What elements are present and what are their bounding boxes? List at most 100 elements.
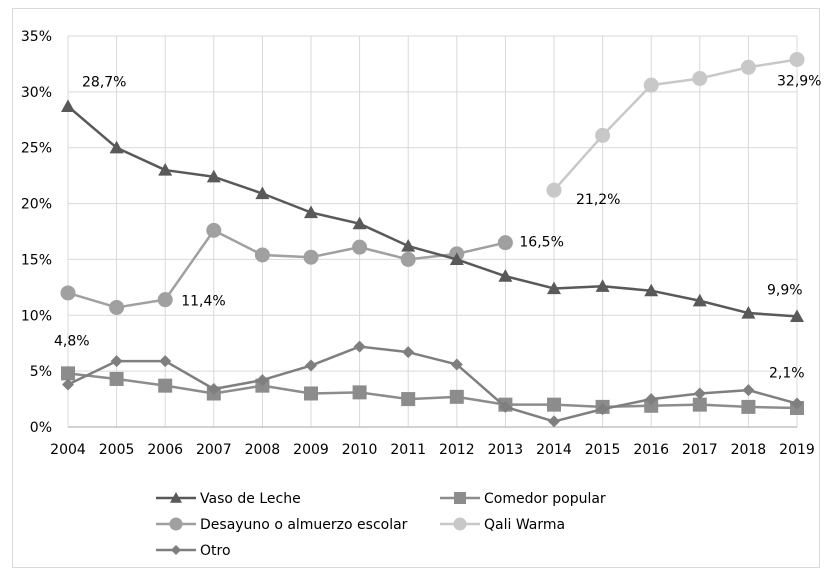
y-tick-label: 25% <box>21 141 52 157</box>
data-point <box>305 359 317 372</box>
data-point <box>109 371 124 386</box>
chart-frame <box>12 8 820 568</box>
data-point <box>62 378 74 391</box>
data-point <box>692 397 707 412</box>
data-point <box>692 70 708 86</box>
x-tick-label: 2017 <box>682 442 718 458</box>
data-point <box>740 59 756 75</box>
y-tick-label: 0% <box>30 420 52 436</box>
y-axis-tick-labels: 0% 5% 10% 15% 20% 25% 30% 35% <box>21 29 52 436</box>
x-tick-label: 2004 <box>50 442 86 458</box>
data-point <box>547 281 561 295</box>
series-qali-warma <box>546 51 805 198</box>
data-point <box>450 358 463 371</box>
data-point <box>304 205 318 219</box>
data-point <box>402 346 415 359</box>
y-tick-label: 30% <box>21 85 52 101</box>
y-tick-label: 5% <box>30 364 52 380</box>
data-point <box>401 392 416 407</box>
legend-label: Vaso de Leche <box>200 491 301 507</box>
data-point <box>741 306 756 319</box>
data-label: 2,1% <box>769 366 805 382</box>
data-point <box>206 222 222 238</box>
data-label: 16,5% <box>519 235 563 251</box>
legend-marker <box>453 517 467 531</box>
data-point <box>61 99 75 112</box>
data-label: 9,9% <box>767 282 803 298</box>
legend-marker <box>171 545 181 555</box>
series-comedor-popular <box>61 366 804 416</box>
legend-item: Otro <box>156 543 231 559</box>
data-point <box>546 182 562 198</box>
data-point <box>644 398 659 413</box>
series-layer <box>60 51 805 428</box>
x-tick-label: 2010 <box>342 442 378 458</box>
data-point <box>60 285 76 301</box>
data-point <box>158 378 173 393</box>
data-point <box>157 292 173 308</box>
x-tick-label: 2009 <box>293 442 329 458</box>
data-point <box>790 309 804 323</box>
legend-label: Otro <box>200 543 231 559</box>
legend-label: Comedor popular <box>484 491 606 507</box>
data-point <box>595 127 611 143</box>
data-point <box>498 269 513 282</box>
data-point <box>449 389 464 404</box>
legend-marker <box>454 492 466 504</box>
data-point <box>159 355 172 368</box>
series-vaso-de-leche <box>61 99 804 323</box>
x-tick-label: 2014 <box>536 442 572 458</box>
legend-item: Comedor popular <box>440 491 606 507</box>
data-point <box>352 216 367 230</box>
x-tick-label: 2016 <box>633 442 669 458</box>
x-tick-label: 2012 <box>439 442 475 458</box>
data-point <box>303 249 319 265</box>
legend-item: Qali Warma <box>440 517 565 533</box>
data-point <box>254 247 270 263</box>
x-tick-label: 2011 <box>390 442 426 458</box>
data-point <box>497 235 513 251</box>
data-point <box>499 400 512 413</box>
data-point <box>595 279 610 292</box>
data-point <box>741 399 756 414</box>
series-line <box>67 372 798 410</box>
data-point <box>304 386 318 401</box>
data-label: 4,8% <box>54 333 90 349</box>
x-tick-label: 2013 <box>488 442 524 458</box>
x-tick-label: 2005 <box>99 442 135 458</box>
legend: Vaso de Leche Comedor popular Desayuno o a… <box>156 491 606 559</box>
data-point <box>449 252 464 266</box>
data-point <box>644 283 659 297</box>
data-point <box>255 186 270 200</box>
data-label: 32,9% <box>777 73 821 89</box>
data-point <box>110 355 123 368</box>
series-desayuno-o-almuerzo-escolar <box>60 222 513 315</box>
y-tick-label: 35% <box>21 29 52 45</box>
x-tick-label: 2018 <box>731 442 767 458</box>
x-axis-tick-labels: 2004 2005 2006 2007 2008 2009 2010 2011 2012 2013… <box>50 442 815 458</box>
data-annotations: 28,7% 9,9% 4,8% 11,4% 16,5% 21,2% 32,9% 2,1% <box>54 73 821 381</box>
data-point <box>206 169 221 183</box>
data-label: 21,2% <box>576 192 620 208</box>
data-point <box>643 77 659 93</box>
legend-item: Vaso de Leche <box>156 491 301 507</box>
y-tick-label: 20% <box>21 197 52 213</box>
legend-marker <box>170 492 182 503</box>
data-label: 28,7% <box>82 74 126 90</box>
data-point <box>742 384 755 397</box>
series-line <box>67 229 506 309</box>
data-point <box>693 387 706 400</box>
legend-label: Qali Warma <box>484 517 565 533</box>
x-tick-label: 2008 <box>245 442 281 458</box>
data-point <box>692 293 707 307</box>
x-tick-label: 2007 <box>196 442 232 458</box>
data-point <box>645 393 658 406</box>
series-otro <box>62 340 803 428</box>
legend-item: Desayuno o almuerzo escolar <box>156 517 408 533</box>
x-tick-label: 2019 <box>779 442 815 458</box>
data-point <box>596 403 609 416</box>
data-point <box>791 397 803 410</box>
data-point <box>158 163 173 176</box>
data-point <box>109 299 125 315</box>
